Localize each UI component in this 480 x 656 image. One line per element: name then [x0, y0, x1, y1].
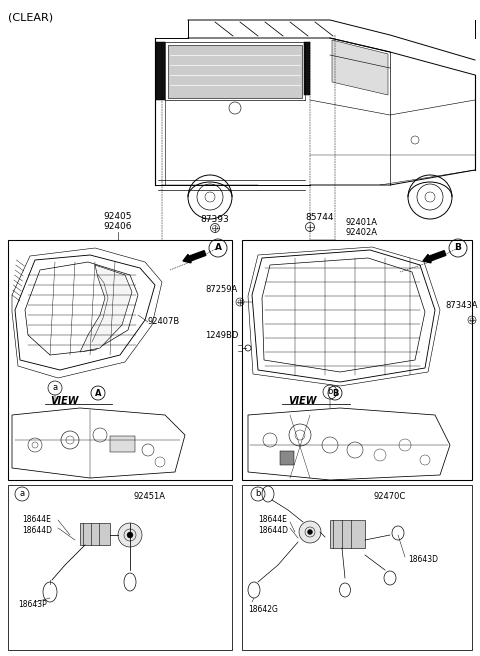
Text: 18642G: 18642G: [248, 605, 278, 614]
Text: VIEW: VIEW: [288, 396, 316, 406]
Text: A: A: [215, 243, 221, 253]
Polygon shape: [168, 45, 302, 98]
Text: 92405: 92405: [104, 212, 132, 221]
Circle shape: [308, 529, 312, 535]
Text: 92451A: 92451A: [134, 492, 166, 501]
Text: 18643D: 18643D: [408, 555, 438, 564]
Text: 18644D: 18644D: [22, 526, 52, 535]
Circle shape: [127, 532, 133, 538]
Bar: [8, 485, 232, 650]
Text: 1249BD: 1249BD: [204, 331, 238, 340]
FancyArrow shape: [183, 251, 206, 263]
Text: VIEW: VIEW: [50, 396, 79, 406]
Text: 92402A: 92402A: [345, 228, 377, 237]
Text: 18643P: 18643P: [18, 600, 47, 609]
Text: 92470C: 92470C: [374, 492, 406, 501]
Circle shape: [48, 381, 62, 395]
Polygon shape: [332, 40, 388, 95]
Bar: [8, 240, 232, 480]
Text: 87259A: 87259A: [206, 285, 238, 295]
Bar: [242, 485, 472, 650]
Text: b: b: [327, 388, 333, 396]
Circle shape: [15, 487, 29, 501]
Text: 87393: 87393: [201, 215, 229, 224]
Circle shape: [251, 487, 265, 501]
Bar: [330, 520, 365, 548]
Text: b: b: [255, 489, 261, 499]
Bar: [110, 436, 135, 452]
FancyArrow shape: [423, 251, 446, 263]
Text: a: a: [19, 489, 24, 499]
Text: 18644D: 18644D: [258, 526, 288, 535]
Bar: [280, 451, 294, 465]
Text: 18644E: 18644E: [258, 515, 287, 524]
Polygon shape: [156, 42, 165, 100]
Circle shape: [299, 521, 321, 543]
Text: 85744: 85744: [306, 213, 334, 222]
Text: B: B: [455, 243, 461, 253]
Text: 92401A: 92401A: [345, 218, 377, 227]
Text: B: B: [332, 388, 338, 398]
Text: 92406: 92406: [104, 222, 132, 231]
Polygon shape: [304, 42, 310, 95]
Text: a: a: [52, 384, 58, 392]
Text: 92407B: 92407B: [148, 318, 180, 327]
Text: 87343A: 87343A: [445, 300, 478, 310]
Polygon shape: [80, 265, 132, 352]
Bar: [242, 240, 472, 480]
Bar: [80, 523, 110, 545]
Circle shape: [118, 523, 142, 547]
Text: (CLEAR): (CLEAR): [8, 12, 53, 22]
Text: A: A: [95, 388, 101, 398]
Text: 18644E: 18644E: [22, 515, 51, 524]
Circle shape: [323, 385, 337, 399]
